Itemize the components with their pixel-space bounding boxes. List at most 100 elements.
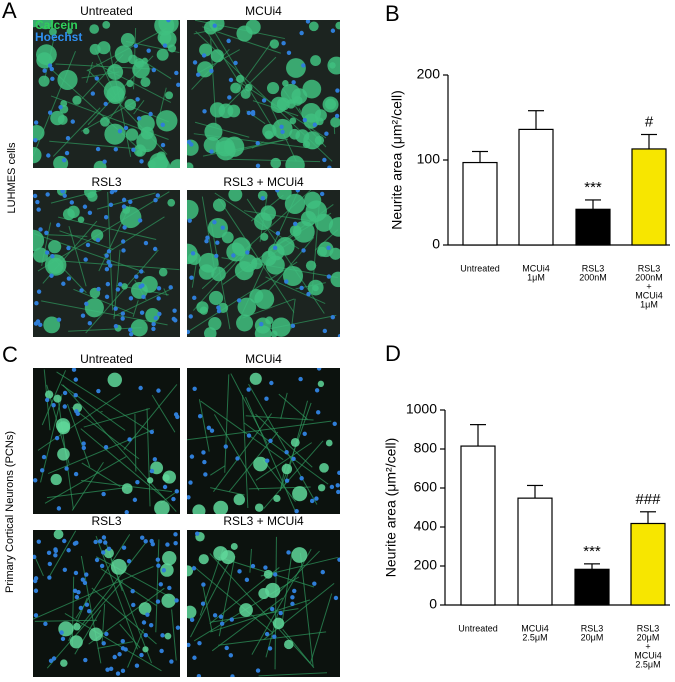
- nucleus: [74, 393, 78, 397]
- cell-body: [126, 128, 138, 140]
- neurite: [100, 411, 102, 412]
- cell-body: [157, 49, 169, 61]
- cell-body: [273, 495, 280, 502]
- nucleus: [34, 120, 38, 124]
- micrograph: [23, 186, 180, 337]
- nucleus: [47, 575, 51, 579]
- cell-body: [23, 230, 44, 251]
- nucleus: [34, 589, 38, 593]
- nucleus: [83, 205, 87, 209]
- cell-body: [48, 258, 64, 274]
- cell-body: [210, 102, 225, 117]
- nucleus: [121, 669, 125, 673]
- nucleus: [107, 547, 111, 551]
- nucleus: [42, 455, 46, 459]
- cell-body: [250, 373, 262, 385]
- cell-body: [108, 373, 122, 387]
- nucleus: [76, 412, 80, 416]
- nucleus: [153, 198, 157, 202]
- cell-body: [100, 117, 110, 127]
- cell-body: [236, 314, 253, 331]
- nucleus: [151, 542, 155, 546]
- cell-body: [104, 80, 126, 102]
- tile-label: MCUi4: [245, 352, 282, 366]
- nucleus: [135, 480, 139, 484]
- nucleus: [138, 218, 142, 222]
- cell-body: [285, 194, 305, 214]
- nucleus: [63, 194, 67, 198]
- nucleus: [265, 459, 269, 463]
- nucleus: [55, 436, 59, 440]
- nucleus: [172, 308, 176, 312]
- nucleus: [156, 558, 160, 562]
- nucleus: [322, 158, 326, 162]
- nucleus: [176, 83, 180, 87]
- nucleus: [57, 317, 61, 321]
- nucleus: [169, 659, 173, 663]
- cell-body: [264, 570, 273, 579]
- nucleus: [202, 53, 206, 57]
- nucleus: [285, 478, 289, 482]
- nucleus: [337, 557, 341, 561]
- nucleus: [65, 151, 69, 155]
- nucleus: [83, 658, 87, 662]
- nucleus: [245, 250, 249, 254]
- nucleus: [96, 389, 100, 393]
- cell-body: [317, 247, 327, 257]
- nucleus: [42, 69, 46, 73]
- cell-body: [236, 75, 244, 83]
- stain-label: Hoechst: [35, 30, 82, 44]
- cell-body: [258, 588, 269, 599]
- nucleus: [156, 296, 160, 300]
- nucleus: [186, 643, 190, 647]
- cell-body: [73, 623, 81, 631]
- cell-body: [260, 205, 276, 221]
- cell-body: [234, 494, 245, 505]
- cell-body: [85, 298, 104, 317]
- nucleus: [205, 236, 209, 240]
- nucleus: [95, 558, 99, 562]
- nucleus: [338, 334, 342, 338]
- nucleus: [95, 76, 99, 80]
- cell-body: [272, 119, 292, 139]
- nucleus: [156, 193, 160, 197]
- nucleus: [53, 553, 57, 557]
- cell-body: [327, 57, 345, 75]
- micrograph: [32, 529, 180, 677]
- nucleus: [336, 490, 340, 494]
- cell-body: [222, 231, 234, 243]
- cell-body: [264, 130, 273, 139]
- nucleus: [172, 317, 176, 321]
- cell-body: [57, 70, 77, 90]
- cell-body: [136, 150, 143, 157]
- nucleus: [79, 288, 83, 292]
- nucleus: [173, 532, 177, 536]
- nucleus: [291, 457, 295, 461]
- cell-body: [312, 285, 318, 291]
- nucleus: [103, 540, 107, 544]
- nucleus: [216, 305, 220, 309]
- nucleus: [50, 254, 54, 258]
- side-label: LUHMES cells: [6, 142, 18, 213]
- cell-body: [54, 529, 64, 539]
- nucleus: [331, 29, 335, 33]
- nucleus: [264, 397, 268, 401]
- cell-body: [72, 96, 81, 105]
- cell-body: [290, 225, 302, 237]
- nucleus: [64, 466, 68, 470]
- cell-body: [140, 77, 150, 87]
- nucleus: [139, 159, 143, 163]
- nucleus: [153, 247, 157, 251]
- cell-body: [125, 99, 137, 111]
- nucleus: [192, 296, 196, 300]
- nucleus: [106, 282, 110, 286]
- nucleus: [201, 582, 205, 586]
- nucleus: [190, 454, 194, 458]
- y-tick-label: 0: [432, 236, 440, 252]
- cell-body: [168, 44, 176, 52]
- nucleus: [174, 71, 178, 75]
- nucleus: [263, 565, 267, 569]
- nucleus: [57, 506, 61, 510]
- cell-body: [326, 440, 333, 447]
- nucleus: [163, 43, 167, 47]
